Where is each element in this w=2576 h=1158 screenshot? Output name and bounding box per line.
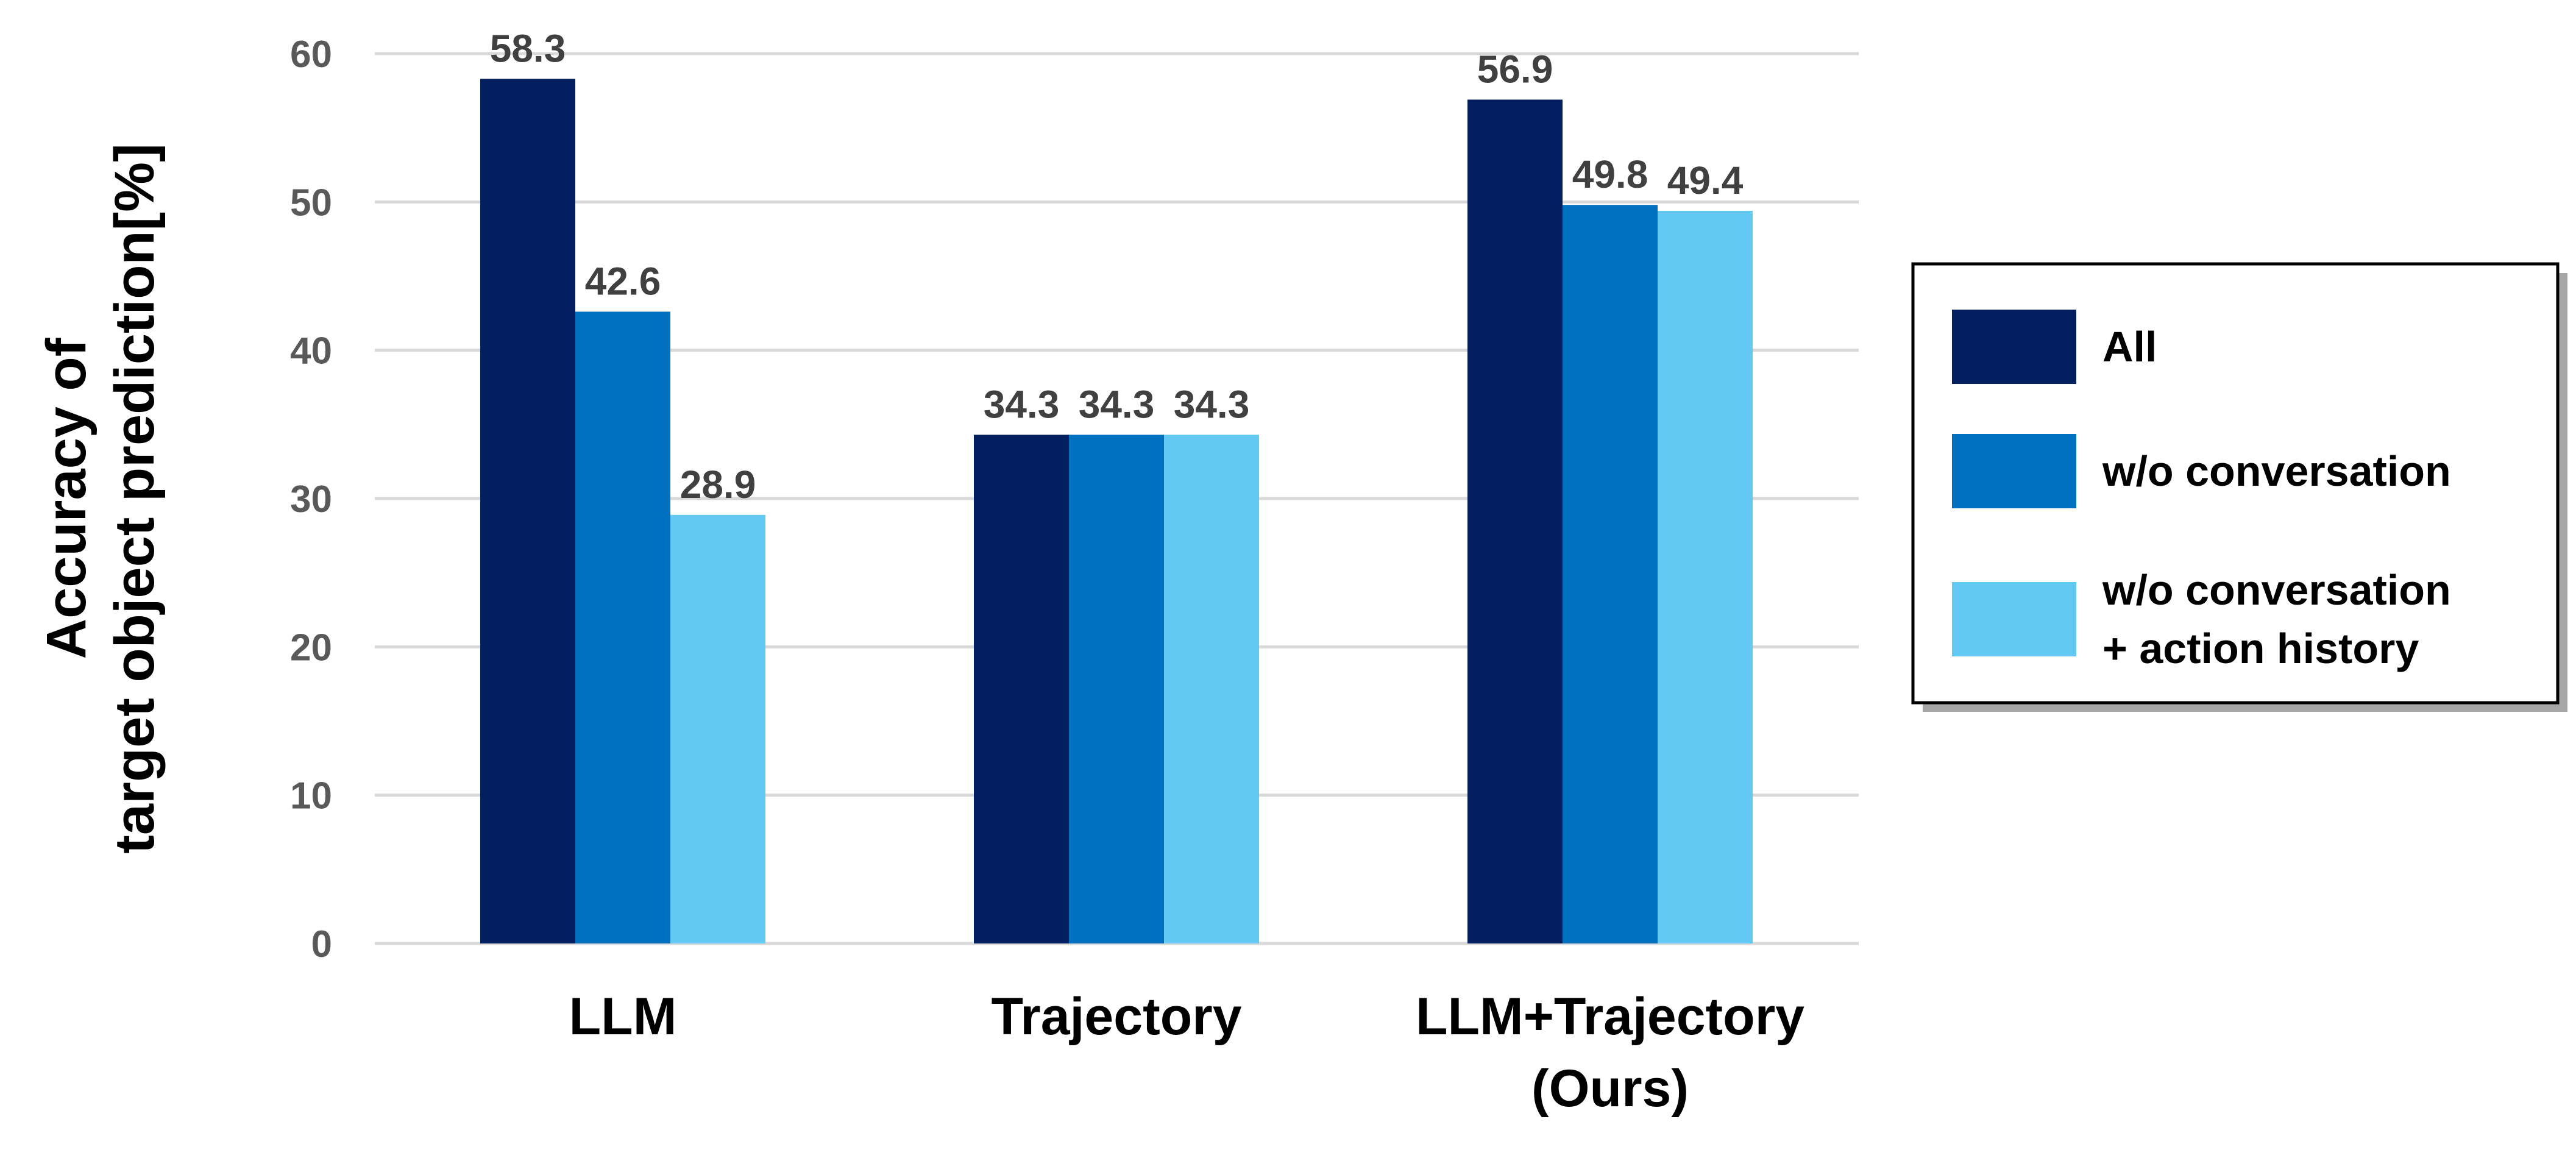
y-tick-label: 50 bbox=[290, 182, 332, 224]
bar bbox=[575, 311, 670, 943]
bar bbox=[1563, 205, 1658, 944]
data-label: 58.3 bbox=[490, 26, 566, 70]
legend-label: + action history bbox=[2102, 625, 2419, 672]
bar bbox=[974, 435, 1069, 943]
y-tick-label: 40 bbox=[290, 330, 332, 372]
x-tick-label: LLM+Trajectory bbox=[1416, 987, 1804, 1046]
x-axis-ticks: LLM Trajectory LLM+Trajectory (Ours) bbox=[569, 987, 1805, 1118]
x-tick-label: Trajectory bbox=[991, 987, 1241, 1046]
data-labels: 58.3 42.6 28.9 34.3 34.3 34.3 56.9 49.8 49.4 bbox=[490, 26, 1744, 506]
bar bbox=[1069, 435, 1164, 943]
legend: All w/o conversation w/o conversation + act… bbox=[1911, 262, 2567, 712]
data-label: 49.8 bbox=[1572, 152, 1648, 196]
bar bbox=[1467, 99, 1563, 943]
legend-label: w/o conversation bbox=[2102, 447, 2451, 495]
data-label: 34.3 bbox=[984, 382, 1060, 426]
legend-label: w/o conversation bbox=[2102, 566, 2451, 614]
y-tick-label: 0 bbox=[311, 923, 332, 965]
bar bbox=[670, 514, 765, 943]
legend-swatch bbox=[1952, 310, 2076, 384]
x-tick-label: LLM bbox=[569, 987, 677, 1046]
bar bbox=[1658, 210, 1753, 943]
y-tick-label: 20 bbox=[290, 627, 332, 669]
data-label: 56.9 bbox=[1477, 47, 1553, 91]
data-label: 49.4 bbox=[1667, 158, 1744, 202]
y-axis-ticks: 0 10 20 30 40 50 60 bbox=[290, 34, 332, 965]
legend-label: All bbox=[2102, 323, 2157, 371]
data-label: 28.9 bbox=[680, 463, 756, 506]
y-tick-label: 60 bbox=[290, 34, 332, 76]
y-axis-label-line: target object prediction[%] bbox=[104, 143, 166, 853]
y-tick-label: 10 bbox=[290, 775, 332, 817]
bar bbox=[1164, 435, 1259, 943]
y-axis-label-line: Accuracy of bbox=[35, 338, 98, 659]
y-axis-label: Accuracy of target object prediction[%] bbox=[35, 143, 166, 853]
data-label: 34.3 bbox=[1079, 382, 1155, 426]
legend-swatch bbox=[1952, 434, 2076, 508]
data-label: 42.6 bbox=[585, 259, 661, 303]
bars bbox=[480, 79, 1753, 944]
data-label: 34.3 bbox=[1174, 382, 1250, 426]
legend-swatch bbox=[1952, 582, 2076, 656]
bar bbox=[480, 79, 575, 943]
y-tick-label: 30 bbox=[290, 478, 332, 520]
x-tick-label: (Ours) bbox=[1531, 1059, 1689, 1118]
